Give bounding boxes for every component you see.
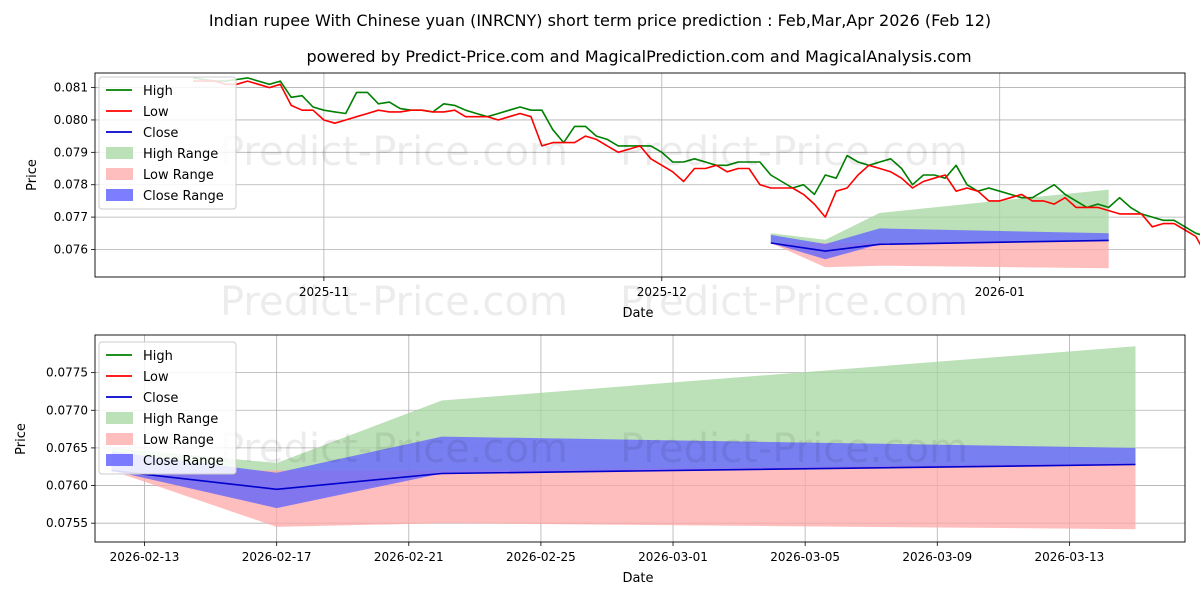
y-tick-label: 0.080 bbox=[54, 113, 88, 127]
legend-swatch-patch bbox=[106, 412, 133, 424]
x-tick-label: 2026-02-25 bbox=[506, 550, 576, 564]
x-tick-label: 2025-12 bbox=[637, 285, 687, 299]
x-tick-label: 2026-03-09 bbox=[902, 550, 972, 564]
y-tick-label: 0.0760 bbox=[46, 479, 88, 493]
close-line bbox=[111, 463, 1136, 491]
x-tick-label: 2026-02-13 bbox=[110, 550, 180, 564]
close-range-band bbox=[111, 436, 1136, 509]
legend-label: High bbox=[143, 84, 173, 99]
top-xaxis-label: Date bbox=[622, 306, 653, 321]
watermark-text: Predict-Price.com bbox=[220, 279, 568, 325]
y-tick-label: 0.0775 bbox=[46, 366, 88, 380]
x-tick-label: 2026-02-21 bbox=[374, 550, 444, 564]
legend-label: Low bbox=[143, 105, 169, 120]
x-tick-label: 2026-03-05 bbox=[770, 550, 840, 564]
y-tick-label: 0.078 bbox=[54, 178, 88, 192]
legend-box bbox=[98, 341, 237, 475]
x-tick-label: 2026-03-01 bbox=[638, 550, 708, 564]
bottom-legend: High Low Close High Range Low Range Close Ran… bbox=[98, 341, 237, 475]
top-plot-frame bbox=[94, 72, 1186, 278]
legend-swatch-patch bbox=[106, 454, 133, 466]
top-grid bbox=[95, 73, 1185, 277]
legend-swatch-patch bbox=[106, 168, 133, 180]
x-tick-label: 2026-03-13 bbox=[1035, 550, 1105, 564]
watermark-text: Predict-Price.com bbox=[220, 426, 568, 472]
bottom-forecast-bands bbox=[111, 346, 1136, 530]
y-tick-label: 0.077 bbox=[54, 210, 88, 224]
legend-swatch-patch bbox=[106, 189, 133, 201]
top-watermarks: Predict-Price.com Predict-Price.com Pred… bbox=[220, 129, 968, 325]
top-panel: Predict-Price.com Predict-Price.com Pred… bbox=[25, 72, 1200, 325]
legend-label: Close Range bbox=[143, 189, 224, 204]
bottom-axis-ticks: 2026-02-13 2026-02-17 2026-02-21 2026-02-25… bbox=[46, 366, 1104, 564]
bottom-watermarks: Predict-Price.com Predict-Price.com bbox=[220, 426, 968, 472]
top-yaxis-label: Price bbox=[25, 159, 40, 191]
y-tick-label: 0.0765 bbox=[46, 441, 88, 455]
top-forecast-bands bbox=[770, 189, 1109, 269]
y-tick-label: 0.081 bbox=[54, 81, 88, 95]
legend-box bbox=[98, 76, 237, 210]
watermark-text: Predict-Price.com bbox=[220, 129, 568, 175]
legend-label: Close Range bbox=[143, 454, 224, 469]
watermark-text: Predict-Price.com bbox=[620, 279, 968, 325]
x-tick-label: 2026-02-17 bbox=[242, 550, 312, 564]
high-line bbox=[192, 77, 1200, 236]
x-tick-label: 2026-01 bbox=[975, 285, 1025, 299]
legend-label: Low Range bbox=[143, 433, 214, 448]
y-tick-label: 0.079 bbox=[54, 145, 88, 159]
legend-label: Low bbox=[143, 370, 169, 385]
bottom-yaxis-label: Price bbox=[14, 423, 29, 455]
close-line bbox=[770, 239, 1109, 252]
watermark-text: Predict-Price.com bbox=[620, 426, 968, 472]
bottom-series-lines bbox=[111, 463, 1136, 491]
x-tick-label: 2025-11 bbox=[299, 285, 349, 299]
legend-label: Low Range bbox=[143, 168, 214, 183]
legend-swatch-patch bbox=[106, 147, 133, 159]
legend-label: Close bbox=[143, 391, 178, 406]
chart-title: Indian rupee With Chinese yuan (INRCNY) … bbox=[209, 11, 991, 30]
legend-swatch-patch bbox=[106, 433, 133, 445]
bottom-plot-frame bbox=[94, 334, 1186, 543]
y-tick-label: 0.0755 bbox=[46, 516, 88, 530]
y-tick-label: 0.076 bbox=[54, 242, 88, 256]
chart-subtitle: powered by Predict-Price.com and Magical… bbox=[306, 47, 971, 66]
bottom-panel: Predict-Price.com Predict-Price.com 2026… bbox=[14, 334, 1186, 586]
top-series-lines bbox=[192, 77, 1200, 252]
legend-label: High bbox=[143, 349, 173, 364]
top-axis-ticks: 2025-112025-122026-012026-022026-030.076… bbox=[54, 81, 1025, 299]
y-tick-label: 0.0770 bbox=[46, 403, 88, 417]
low-line bbox=[193, 80, 1200, 246]
watermark-text: Predict-Price.com bbox=[620, 129, 968, 175]
legend-label: High Range bbox=[143, 147, 218, 162]
legend-label: Close bbox=[143, 126, 178, 141]
top-legend: High Low Close High Range Low Range Close Ran… bbox=[98, 76, 237, 210]
close-range-band bbox=[770, 228, 1109, 260]
bottom-xaxis-label: Date bbox=[622, 571, 653, 586]
legend-label: High Range bbox=[143, 412, 218, 427]
